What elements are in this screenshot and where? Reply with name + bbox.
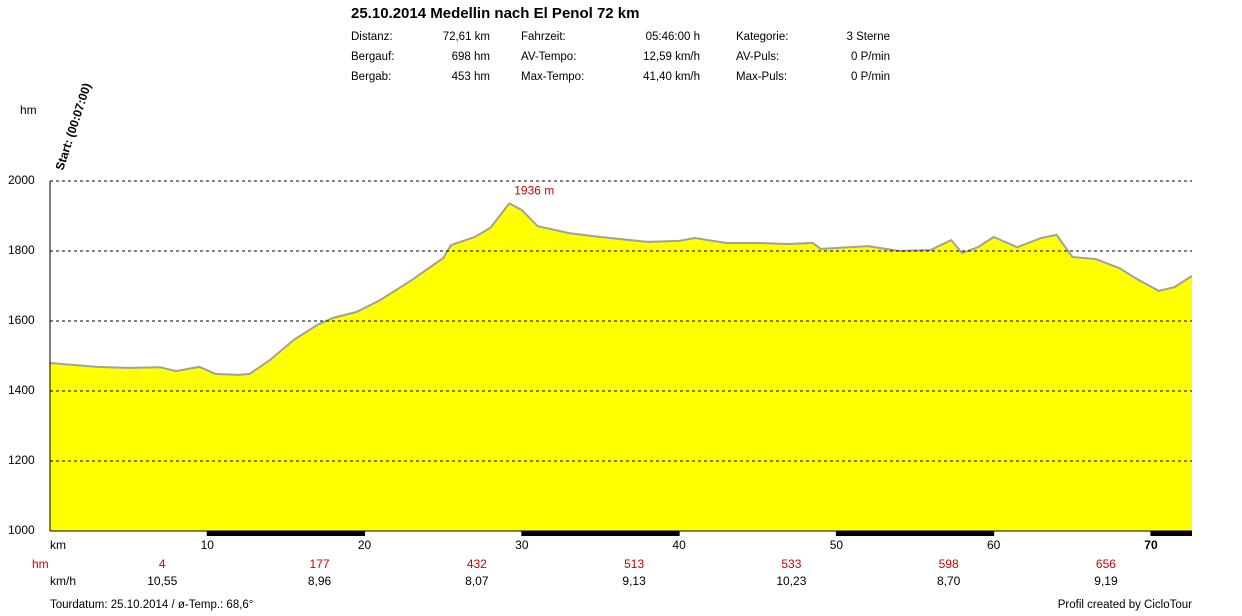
segment-kmh: 8,70 [937,574,961,588]
stat-label: Distanz: [351,31,393,43]
stat-label: Fahrzeit: [521,31,566,43]
segment-hm: 177 [310,557,330,571]
y-axis-label: hm [20,103,37,117]
hm-row-label: hm [32,557,49,571]
x-tick-label: 40 [672,538,686,552]
segment-kmh: 9,13 [622,574,646,588]
stat-label: Max-Puls: [736,71,787,83]
stat-label: AV-Tempo: [521,51,576,63]
x-band [1150,531,1192,536]
y-tick-label: 2000 [8,173,35,187]
x-tick-label: 10 [201,538,215,552]
stat-value: 72,61 km [443,31,490,43]
stat-value: 05:46:00 h [646,31,700,43]
stat-label: Kategorie: [736,31,788,43]
x-tick-label: 20 [358,538,372,552]
x-tick-label: 70 [1144,538,1158,552]
segment-hm: 533 [781,557,801,571]
y-tick-label: 1800 [8,243,35,257]
y-tick-label: 1600 [8,313,35,327]
x-axis-label: km [50,538,66,552]
stat-value: 41,40 km/h [643,71,700,83]
stat-label: Bergab: [351,71,391,83]
segment-kmh: 10,55 [147,574,177,588]
x-band [207,531,365,536]
x-tick-label: 50 [830,538,844,552]
y-tick-label: 1000 [8,523,35,537]
y-tick-label: 1400 [8,383,35,397]
segment-kmh: 8,07 [465,574,489,588]
stat-value: 0 P/min [851,71,890,83]
kmh-row-label: km/h [50,574,76,588]
segment-kmh: 8,96 [308,574,332,588]
stat-label: AV-Puls: [736,51,779,63]
stat-label: Max-Tempo: [521,71,584,83]
stat-value: 0 P/min [851,51,890,63]
start-label: Start: (00:07:00) [53,81,94,172]
stat-value: 698 hm [452,51,490,63]
area [50,203,1192,531]
profile-line [49,202,1193,376]
footer-right: Profil created by CicloTour [1058,599,1192,611]
segment-hm: 4 [159,557,166,571]
segment-hm: 656 [1096,557,1116,571]
x-tick-label: 60 [987,538,1001,552]
peak-annotation: 1936 m [514,184,554,198]
footer-left: Tourdatum: 25.10.2014 / ø-Temp.: 68,6° [50,599,253,611]
x-band [836,531,994,536]
segment-hm: 513 [624,557,644,571]
y-tick-label: 1200 [8,453,35,467]
segment-hm: 432 [467,557,487,571]
stat-value: 453 hm [452,71,490,83]
stat-value: 3 Sterne [847,31,890,43]
segment-hm: 598 [939,557,959,571]
stat-value: 12,59 km/h [643,51,700,63]
segment-kmh: 9,19 [1094,574,1118,588]
x-band [521,531,680,536]
stat-label: Bergauf: [351,51,394,63]
chart-title: 25.10.2014 Medellin nach El Penol 72 km [351,5,639,22]
segment-kmh: 10,23 [776,574,806,588]
x-tick-label: 30 [515,538,529,552]
